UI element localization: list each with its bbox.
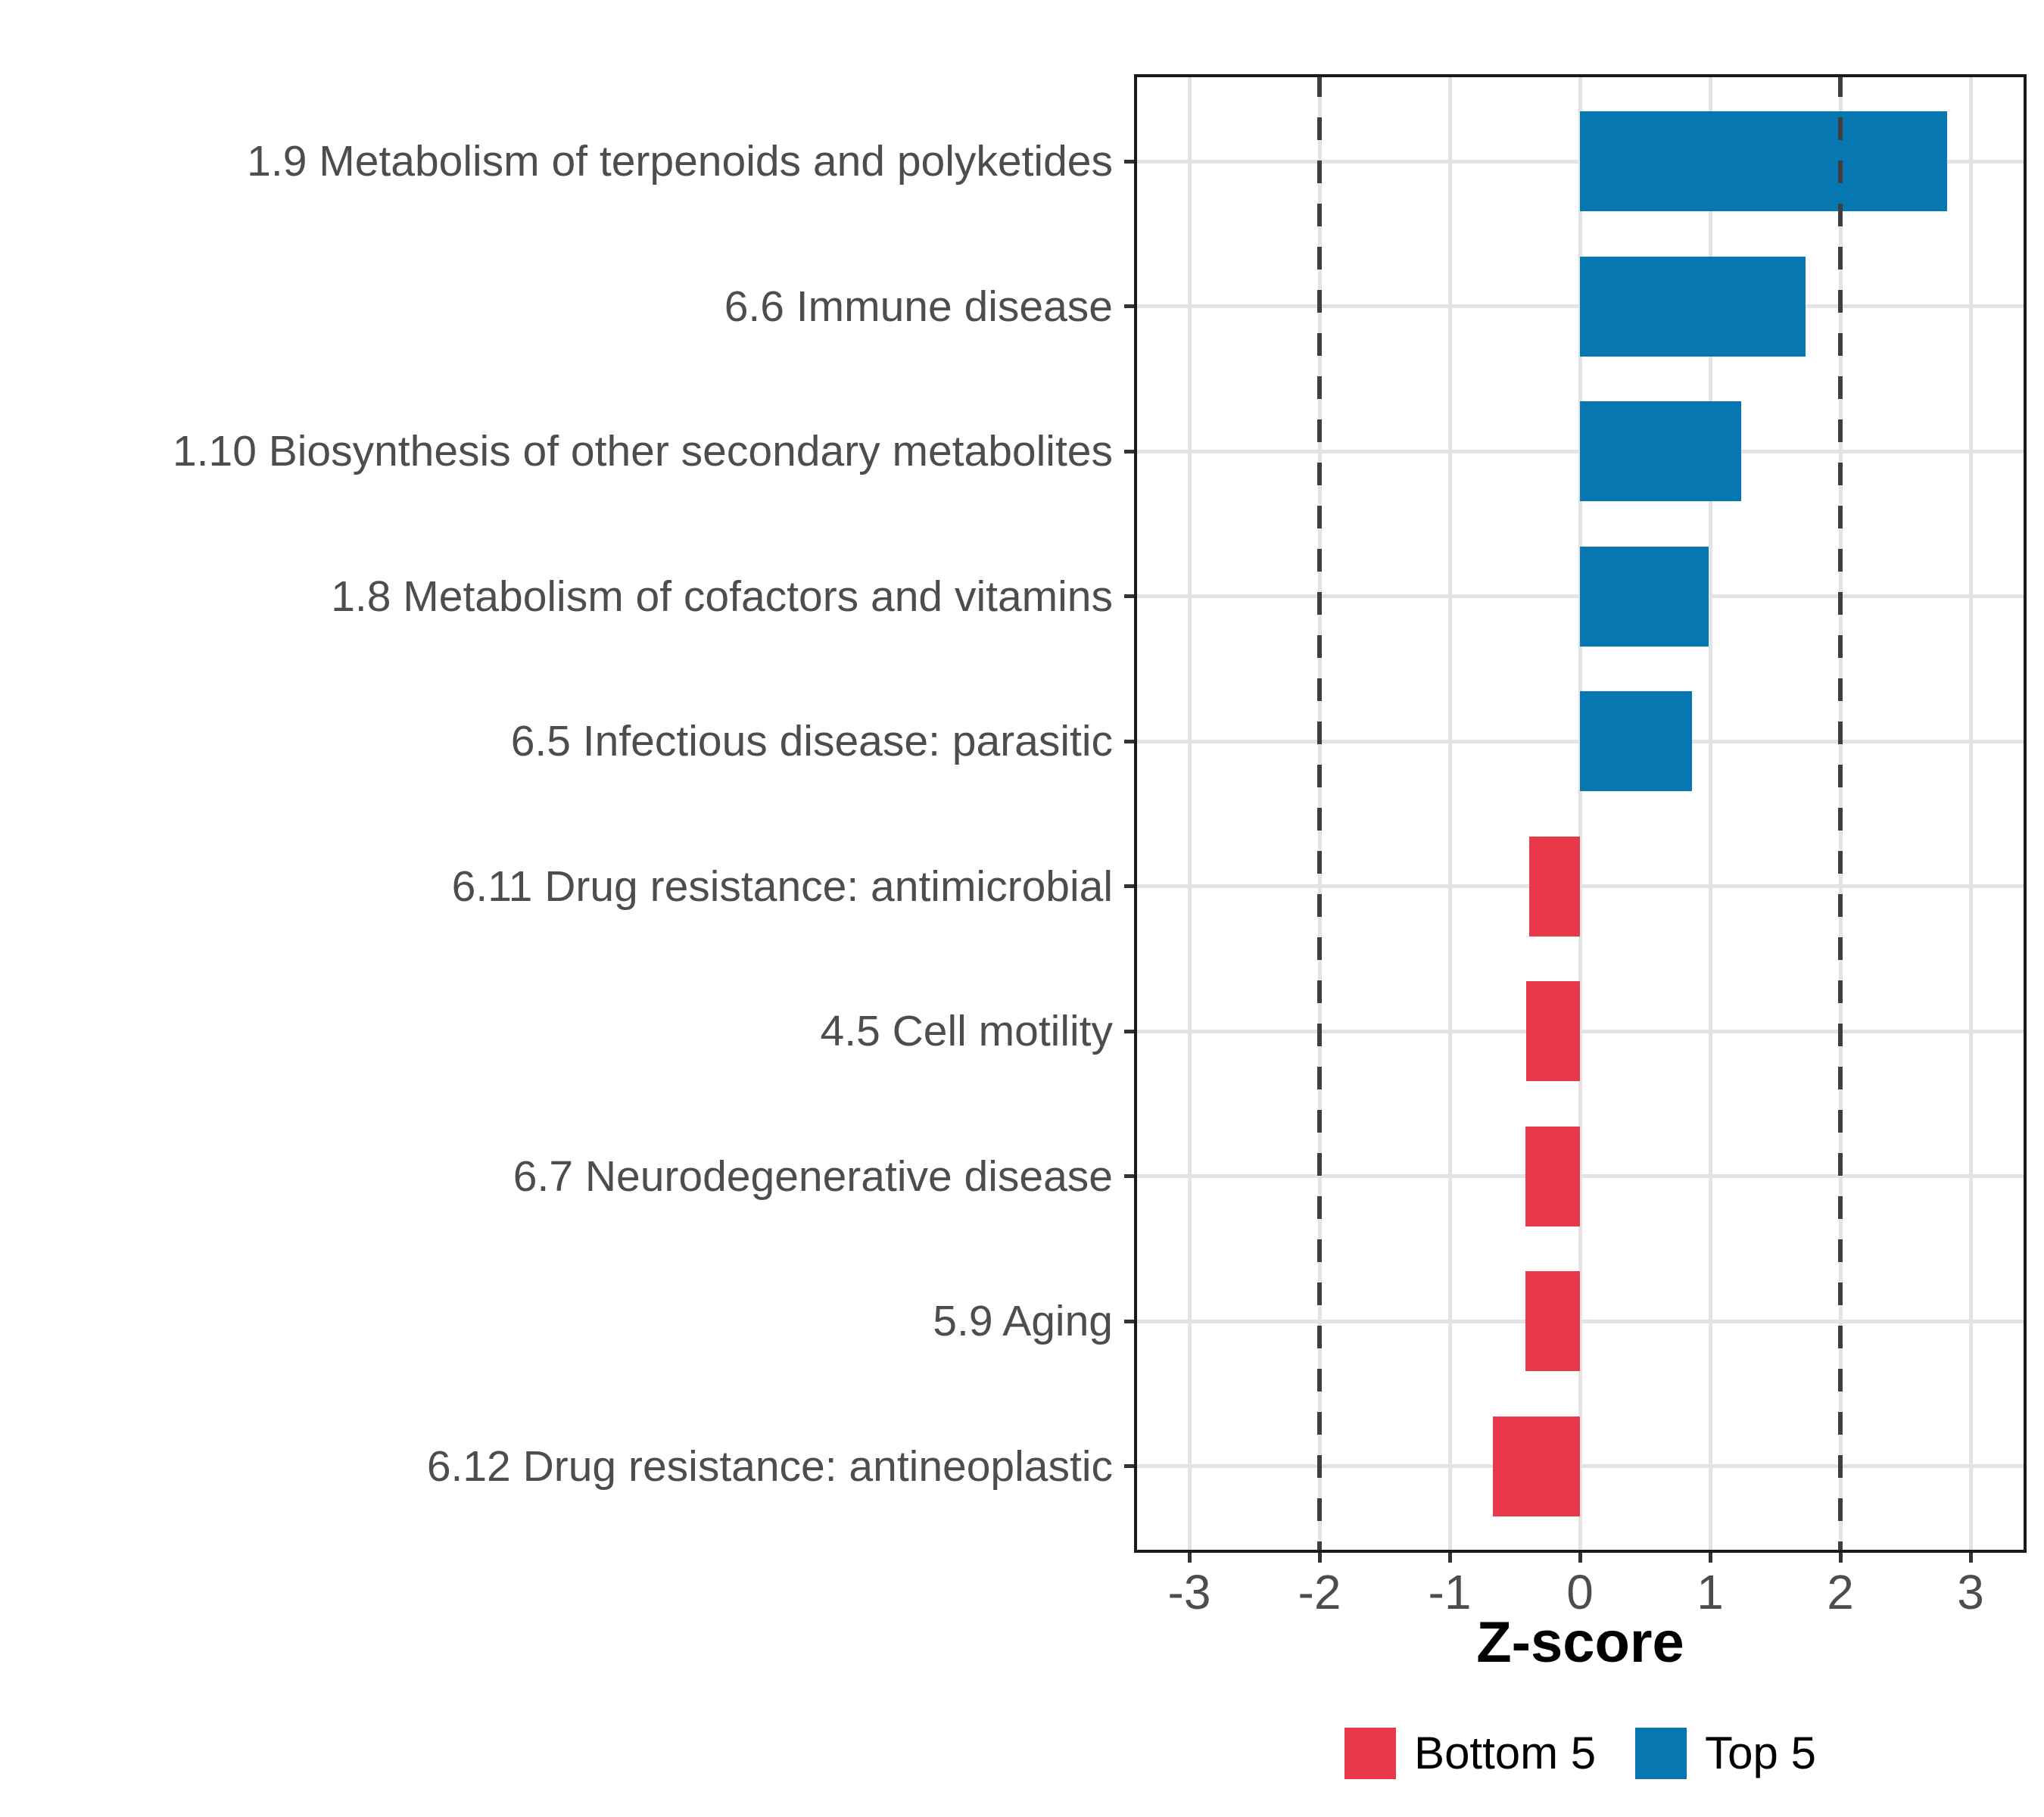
bar-9 (1492, 1416, 1580, 1516)
v-gridline (1968, 74, 1973, 1553)
y-tick (1124, 1319, 1134, 1323)
y-tick (1124, 594, 1134, 598)
y-tick (1124, 304, 1134, 308)
bar-0 (1580, 111, 1948, 211)
refline-z2 (1838, 74, 1843, 1553)
y-tick (1124, 159, 1134, 164)
x-tick (1838, 1553, 1843, 1563)
plot-panel (1134, 74, 2027, 1553)
y-label-3: 1.8 Metabolism of cofactors and vitamins (331, 572, 1113, 621)
x-tick-label--2: -2 (1298, 1565, 1341, 1619)
x-tick-label-0: 0 (1566, 1565, 1594, 1619)
y-label-9: 6.12 Drug resistance: antineoplastic (426, 1441, 1113, 1491)
bar-6 (1526, 981, 1580, 1081)
y-tick (1124, 1464, 1134, 1468)
y-label-8: 5.9 Aging (933, 1297, 1113, 1345)
y-label-5: 6.11 Drug resistance: antimicrobial (451, 862, 1113, 911)
x-tick-label-1: 1 (1697, 1565, 1724, 1619)
legend-entry-top5: Top 5 (1635, 1728, 1816, 1779)
y-tick (1124, 449, 1134, 453)
x-tick (1187, 1553, 1192, 1563)
y-tick (1124, 1029, 1134, 1033)
bar-5 (1528, 836, 1580, 937)
y-label-6: 4.5 Cell motility (820, 1007, 1113, 1055)
legend: Bottom 5 Top 5 (1134, 1728, 2027, 1779)
y-tick (1124, 739, 1134, 743)
refline-z-2 (1317, 74, 1322, 1553)
x-tick-label-3: 3 (1957, 1565, 1984, 1619)
x-axis-title: Z-score (1476, 1610, 1684, 1675)
bar-2 (1580, 401, 1742, 501)
legend-label-bottom5: Bottom 5 (1414, 1728, 1597, 1778)
x-tick (1447, 1553, 1452, 1563)
x-tick-label--3: -3 (1167, 1565, 1211, 1619)
legend-swatch-top5 (1635, 1728, 1687, 1779)
x-tick-label-2: 2 (1827, 1565, 1854, 1619)
x-tick (1708, 1553, 1712, 1563)
bar-4 (1580, 691, 1692, 791)
y-label-2: 1.10 Biosynthesis of other secondary met… (172, 427, 1113, 475)
x-tick (1968, 1553, 1973, 1563)
v-gridline (1187, 74, 1192, 1553)
y-tick (1124, 884, 1134, 888)
v-gridline (1578, 74, 1582, 1553)
x-tick-label--1: -1 (1428, 1565, 1472, 1619)
y-label-7: 6.7 Neurodegenerative disease (513, 1152, 1113, 1201)
x-tick (1317, 1553, 1322, 1563)
x-tick (1578, 1553, 1582, 1563)
y-tick (1124, 1174, 1134, 1178)
bar-7 (1525, 1126, 1580, 1226)
legend-entry-bottom5: Bottom 5 (1344, 1728, 1596, 1779)
v-gridline (1708, 74, 1712, 1553)
bar-3 (1580, 546, 1709, 647)
legend-label-top5: Top 5 (1705, 1728, 1816, 1778)
bar-8 (1525, 1271, 1580, 1371)
y-label-4: 6.5 Infectious disease: parasitic (510, 717, 1113, 765)
bar-1 (1580, 256, 1806, 357)
v-gridline (1447, 74, 1452, 1553)
y-label-0: 1.9 Metabolism of terpenoids and polyket… (247, 137, 1113, 185)
y-label-1: 6.6 Immune disease (724, 282, 1113, 331)
legend-swatch-bottom5 (1344, 1728, 1397, 1779)
